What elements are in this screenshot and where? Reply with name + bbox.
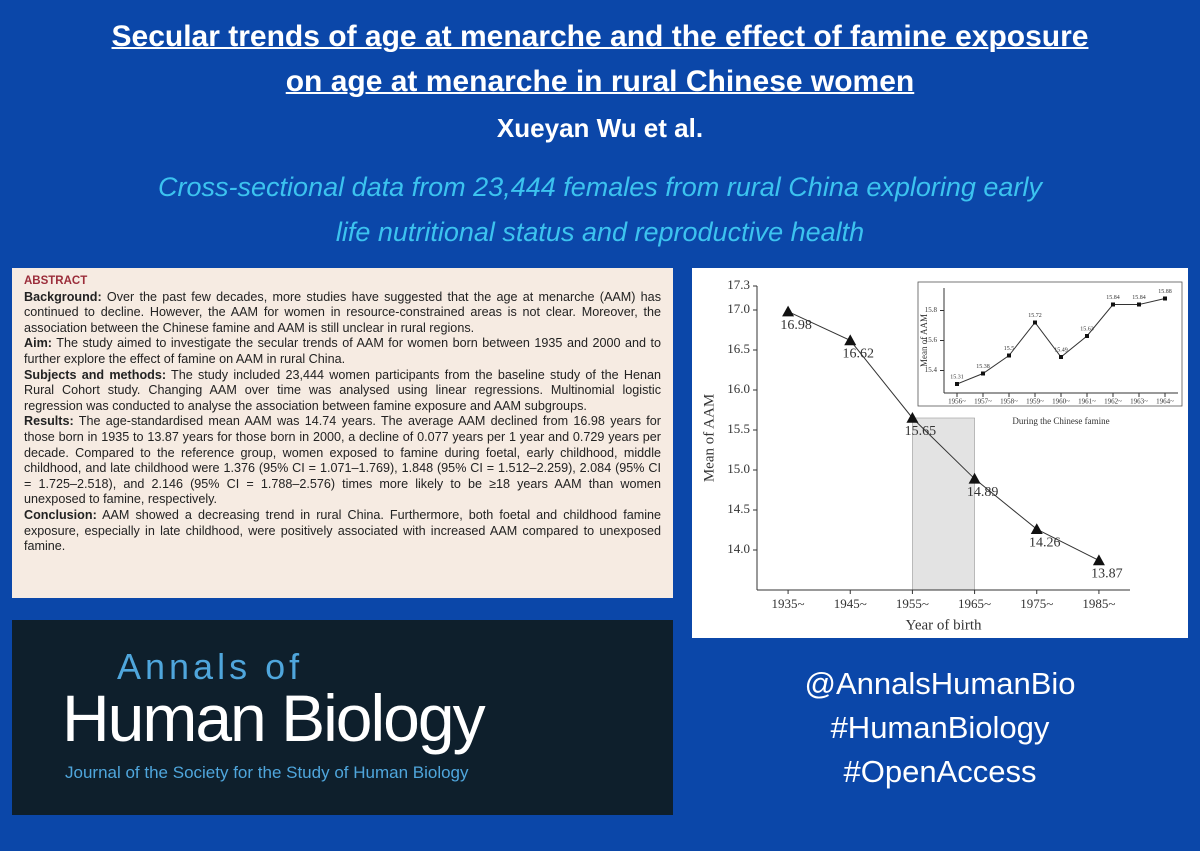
journal-logo: Annals of Human Biology Journal of the S… [12,620,673,815]
data-label: 15.88 [1158,289,1172,295]
marker [968,472,981,484]
abstract-title: ABSTRACT [24,275,88,287]
tag: #OpenAccess [843,754,1037,789]
abstract-text: The study included 23,444 women particip… [24,367,661,413]
data-label: 14.89 [967,485,999,500]
tag: @AnnalsHumanBio [804,666,1076,701]
data-line [787,311,1100,561]
subtitle: life nutritional status and reproductive… [335,217,865,247]
marker [1137,302,1141,307]
abstract-heading: Aim: [24,336,52,351]
y-tick-label: 15.0 [727,461,750,476]
x-tick-label: 1945~ [834,596,867,611]
marker [1033,320,1037,325]
journal-name: Human Biology [62,681,486,755]
data-label: 15.63 [1080,326,1094,332]
y-tick-label: 17.0 [727,301,750,316]
data-label: 15.84 [1106,295,1120,301]
y-tick-label: 14.5 [727,501,750,516]
y-tick-label: 16.0 [727,381,750,396]
marker [1092,554,1105,566]
data-label: 14.26 [1029,535,1061,550]
x-tick-label: 1965~ [958,596,991,611]
abstract-text: The age-standardised mean AAM was 14.74 … [24,414,661,507]
data-label: 15.72 [1028,313,1042,319]
abstract-text: Over the past few decades, more studies … [24,289,661,335]
y-axis-label: Mean of AAM [919,314,929,367]
chart-panel: 14.0 14.5 15.0 15.5 16.0 16.5 17.0 17.3 1935~ 194… [692,268,1188,638]
marker [1007,353,1011,358]
tag: #HumanBiology [830,710,1050,745]
marker [955,382,959,386]
abstract-section: Subjects and methods: The study included… [24,368,661,415]
marker [1059,355,1063,359]
marker [782,305,795,317]
data-label: 16.62 [843,347,875,362]
y-tick-label: 15.4 [925,366,938,374]
data-label: 15.65 [905,424,937,439]
authors: Xueyan Wu et al. [496,113,704,143]
marker [1111,302,1115,307]
y-tick-label: 14.0 [727,541,750,556]
abstract: ABSTRACT Background: Over the past few d… [12,268,673,598]
abstract-heading: Results: [24,414,74,429]
x-tick-label: 1963~ [1130,398,1148,406]
marker [1030,523,1043,534]
abstract-section: Aim: The study aimed to investigate the … [24,336,661,367]
data-label: 16.98 [780,318,812,333]
x-tick-label: 1960~ [1052,398,1070,406]
marker [906,412,919,423]
x-tick-label: 1935~ [772,596,805,611]
x-tick-label: 1964~ [1156,398,1174,406]
data-label: 15.84 [1132,295,1146,301]
abstract-section: Results: The age-standardised mean AAM w… [24,414,661,508]
abstract-heading: Subjects and methods: [24,367,167,382]
subtitle: Cross-sectional data from 23,444 females… [158,172,1042,202]
abstract-heading: Conclusion: [24,507,97,522]
x-tick-label: 1962~ [1104,398,1122,406]
journal-tagline: Journal of the Society for the Study of … [65,763,469,782]
x-tick-label: 1985~ [1082,596,1115,611]
data-label: 15.31 [950,374,964,380]
abstract-heading: Background: [24,289,102,304]
title: Secular trends of age at menarche and th… [111,20,1089,53]
x-axis-label: During the Chinese famine [1012,416,1109,426]
y-tick-label: 15.8 [925,306,938,314]
x-tick-label: 1961~ [1078,398,1096,406]
y-tick-label: 17.3 [727,277,750,292]
abstract-section: Background: Over the past few decades, m… [24,290,661,337]
marker [1085,334,1089,338]
journal-line: Annals of [117,646,304,687]
abstract-text: AAM showed a decreasing trend in rural C… [24,507,661,554]
data-label: 13.87 [1091,567,1123,582]
x-axis-label: Year of birth [906,617,982,633]
marker [844,334,857,346]
data-label: 15.49 [1054,347,1068,353]
marker [1163,296,1167,301]
x-tick-label: 1955~ [896,596,929,611]
y-tick-label: 15.5 [727,421,750,436]
y-tick-label: 15.6 [925,336,938,344]
x-tick-label: 1975~ [1020,596,1053,611]
abstract-text: The study aimed to investigate the secul… [24,336,661,366]
highlight-band [912,417,975,591]
y-tick-label: 16.5 [727,341,750,356]
x-tick-label: 1958~ [1000,398,1018,406]
chart: 14.0 14.5 15.0 15.5 16.0 16.5 17.0 17.3 1935~ 194… [701,277,1183,633]
title: on age at menarche in rural Chinese wome… [285,65,915,98]
x-tick-label: 1959~ [1026,398,1044,406]
x-tick-label: 1957~ [974,398,992,406]
y-axis-label: Mean of AAM [701,394,717,482]
data-label: 15.5 [1004,346,1015,352]
marker [981,371,985,376]
data-label: 15.38 [976,364,990,370]
abstract-section: Conclusion: AAM showed a decreasing tren… [24,508,661,555]
x-tick-label: 1956~ [948,398,966,406]
